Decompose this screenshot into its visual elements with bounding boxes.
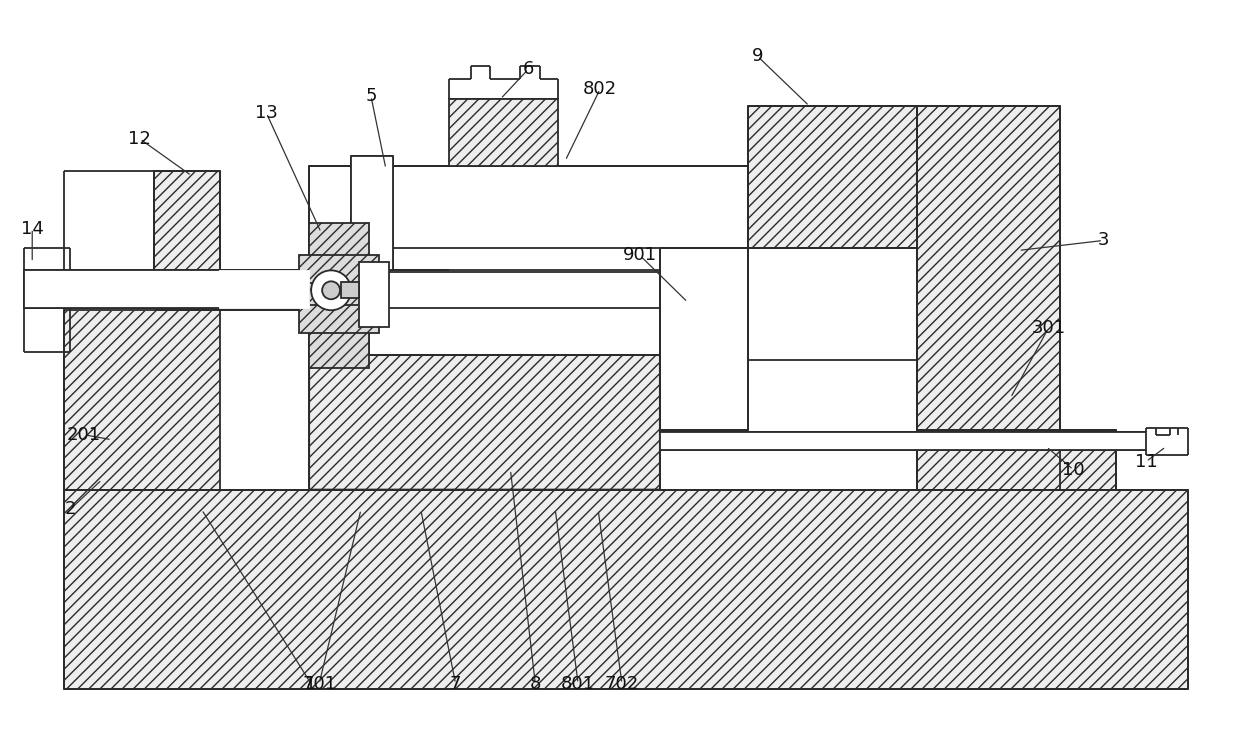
Text: 3: 3 (1097, 232, 1109, 249)
Text: 801: 801 (562, 675, 595, 693)
Bar (449, 99, 558, 166)
Text: 7: 7 (450, 675, 461, 693)
Bar (748, 106, 916, 249)
Text: 10: 10 (1061, 461, 1085, 479)
Text: 8: 8 (529, 675, 541, 693)
Bar (360, 263, 389, 327)
Bar (309, 166, 748, 355)
Bar (64, 310, 219, 489)
Text: 201: 201 (67, 426, 102, 444)
Text: 1: 1 (305, 675, 317, 693)
Text: 2: 2 (64, 500, 76, 519)
Text: 301: 301 (1032, 319, 1065, 337)
Bar (916, 430, 1116, 489)
Bar (154, 170, 219, 310)
Bar (309, 223, 370, 368)
Text: 702: 702 (605, 675, 639, 693)
Bar (299, 255, 379, 283)
Text: 5: 5 (366, 87, 377, 105)
Bar (299, 306, 379, 333)
Bar (351, 156, 393, 270)
Text: 802: 802 (583, 80, 618, 98)
Bar (64, 489, 1188, 689)
Bar (25, 270, 361, 308)
Bar (219, 272, 309, 308)
Text: 9: 9 (751, 47, 764, 65)
Circle shape (322, 281, 340, 300)
Text: 14: 14 (21, 219, 43, 238)
Bar (660, 432, 1146, 449)
Circle shape (311, 270, 351, 310)
Text: 12: 12 (129, 130, 151, 148)
Bar (64, 270, 154, 310)
Bar (660, 249, 748, 430)
Text: 901: 901 (622, 246, 657, 264)
Bar (64, 270, 154, 310)
Bar (341, 283, 360, 298)
Polygon shape (309, 355, 660, 489)
Text: 13: 13 (255, 104, 278, 122)
Text: 6: 6 (522, 60, 534, 78)
Bar (916, 106, 1060, 489)
Text: 701: 701 (303, 675, 336, 693)
Text: 11: 11 (1135, 452, 1157, 471)
